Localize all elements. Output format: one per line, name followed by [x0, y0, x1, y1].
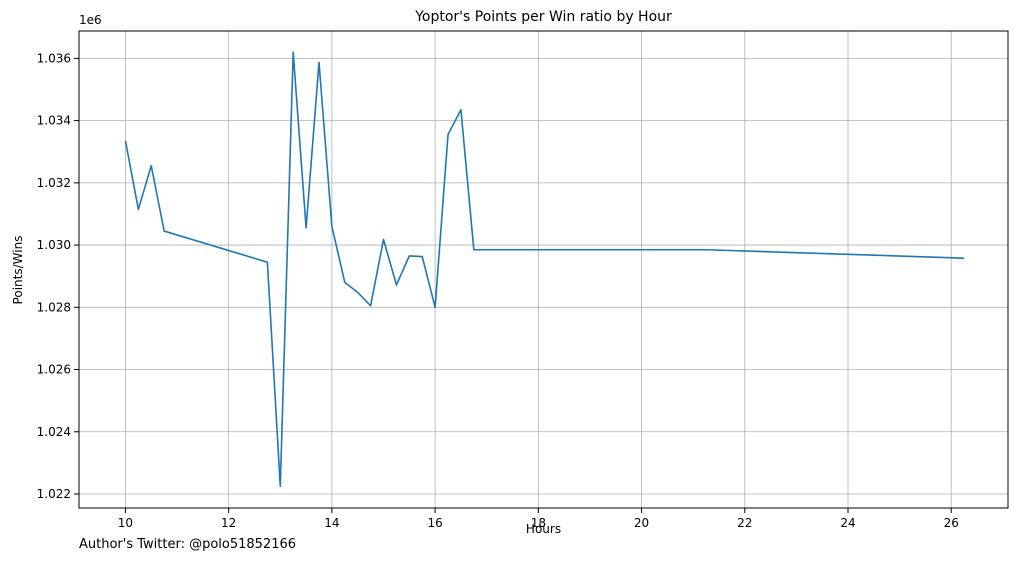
y-tick-label: 1.022: [37, 487, 71, 501]
series-layer: [124, 51, 965, 488]
y-tick-label: 1.024: [37, 425, 71, 439]
plot-frame: [78, 30, 1009, 509]
x-tick-label: 14: [324, 516, 339, 530]
y-tick-label: 1.032: [37, 176, 71, 190]
y-tick-label: 1.030: [37, 238, 71, 252]
grid: [79, 31, 1008, 508]
x-tick-label: 22: [737, 516, 752, 530]
y-tick-label: 1.034: [37, 114, 71, 128]
x-tick-label: 20: [634, 516, 649, 530]
y-offset-label: 1e6: [79, 13, 102, 27]
x-axis-label: Hours: [526, 522, 561, 536]
chart-title: Yoptor's Points per Win ratio by Hour: [414, 9, 672, 25]
series-line: [124, 51, 965, 488]
x-tick-label: 18: [531, 516, 546, 530]
y-tick-label: 1.028: [37, 300, 71, 314]
y-tick-label: 1.026: [37, 363, 71, 377]
x-tick-label: 10: [118, 516, 133, 530]
author-credit: Author's Twitter: @polo51852166: [79, 537, 297, 552]
x-tick-label: 24: [840, 516, 855, 530]
x-tick-label: 12: [221, 516, 236, 530]
x-tick-label: 26: [944, 516, 959, 530]
x-tick-label: 16: [427, 516, 442, 530]
y-axis-label: Points/Wins: [11, 236, 25, 305]
y-tick-label: 1.036: [37, 51, 71, 65]
tick-layer: 10 12 14 16 18 20 22 24 26 1.022 1.024 1.026 1.028 1.…: [37, 51, 959, 530]
